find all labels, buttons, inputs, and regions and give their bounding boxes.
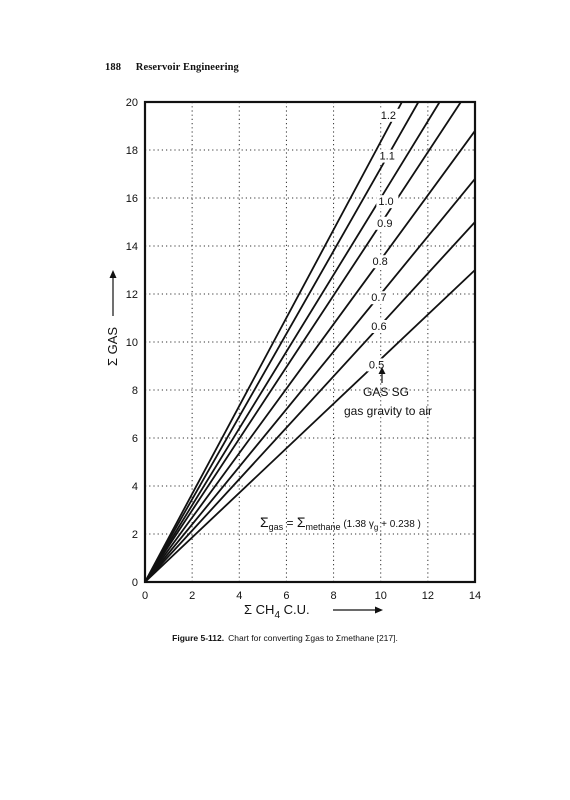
annotation-subtitle: gas gravity to air xyxy=(344,404,432,418)
series-line-1.1 xyxy=(144,101,420,583)
series-label-bg xyxy=(377,149,400,163)
gas-sg-annotation: GAS SG gas gravity to air xyxy=(344,367,432,418)
annotation-title: GAS SG xyxy=(363,385,409,399)
series-line-0.8 xyxy=(144,130,476,583)
formula: Σgas = Σmethane (1.38 γg + 0.238 ) xyxy=(260,514,421,532)
series-line-1.2 xyxy=(144,101,403,583)
y-tick-label: 14 xyxy=(126,241,138,253)
grid xyxy=(145,102,475,582)
annotation-arrowhead xyxy=(378,367,386,374)
y-axis-title: Σ GAS xyxy=(105,270,120,366)
y-tick-label: 10 xyxy=(126,337,138,349)
series-label-0.5: 0.5 xyxy=(369,359,384,371)
x-tick-label: 12 xyxy=(422,590,434,602)
page-header: 188 Reservoir Engineering xyxy=(105,62,239,73)
x-tick-label: 8 xyxy=(331,590,337,602)
y-tick-label: 18 xyxy=(126,145,138,157)
figure-caption-text: Chart for converting Σgas to Σmethane [2… xyxy=(228,633,398,643)
y-tick-label: 16 xyxy=(126,193,138,205)
tick-labels: 0 2 4 6 8 10 12 14 0 2 4 6 8 10 12 14 16 18 20 xyxy=(126,97,481,602)
series-line-0.5 xyxy=(144,269,476,583)
x-tick-label: 6 xyxy=(283,590,289,602)
page-number: 188 xyxy=(105,62,122,73)
series-label-bg xyxy=(369,320,392,333)
series-label-bg xyxy=(375,216,398,230)
x-axis-title: Σ CH4 C.U. xyxy=(244,602,383,621)
svg-text:Σ GAS: Σ GAS xyxy=(105,327,120,366)
series-labels: 0.5 0.6 0.7 0.8 0.9 1.0 1.1 1.2 xyxy=(366,108,401,372)
series-label-bg xyxy=(366,358,389,372)
series-label-0.7: 0.7 xyxy=(371,292,386,304)
x-tick-label: 2 xyxy=(189,590,195,602)
plot-frame xyxy=(143,100,477,584)
series-label-0.8: 0.8 xyxy=(372,256,387,268)
figure-label: Figure 5-112. xyxy=(172,633,225,643)
y-tick-label: 12 xyxy=(126,289,138,301)
series-line-0.9 xyxy=(144,101,462,583)
y-tick-label: 20 xyxy=(126,97,138,109)
y-tick-label: 4 xyxy=(132,481,138,493)
svg-text:Σ CH4 C.U.: Σ CH4 C.U. xyxy=(244,602,310,621)
series-line-1.0 xyxy=(144,101,441,583)
series-label-1.1: 1.1 xyxy=(380,151,395,163)
x-tick-label: 0 xyxy=(142,590,148,602)
y-tick-label: 0 xyxy=(132,577,138,589)
series-line-0.6 xyxy=(144,221,476,583)
running-title: Reservoir Engineering xyxy=(135,62,239,73)
series-label-bg xyxy=(369,291,392,305)
y-tick-label: 8 xyxy=(132,385,138,397)
series-label-0.9: 0.9 xyxy=(377,218,392,230)
y-tick-label: 6 xyxy=(132,433,138,445)
series-label-bg xyxy=(376,195,399,209)
series-label-bg xyxy=(378,108,401,122)
y-tick-label: 2 xyxy=(132,529,138,541)
series-line-0.7 xyxy=(144,178,476,583)
figure-caption: Figure 5-112. Chart for converting Σgas t… xyxy=(0,633,570,643)
x-tick-label: 14 xyxy=(469,590,481,602)
series-label-1.2: 1.2 xyxy=(381,110,396,122)
x-tick-label: 10 xyxy=(375,590,387,602)
series-label-bg xyxy=(370,255,393,269)
series-lines xyxy=(144,101,476,583)
x-tick-label: 4 xyxy=(236,590,242,602)
series-label-0.6: 0.6 xyxy=(371,321,386,333)
series-label-1.0: 1.0 xyxy=(378,196,393,208)
